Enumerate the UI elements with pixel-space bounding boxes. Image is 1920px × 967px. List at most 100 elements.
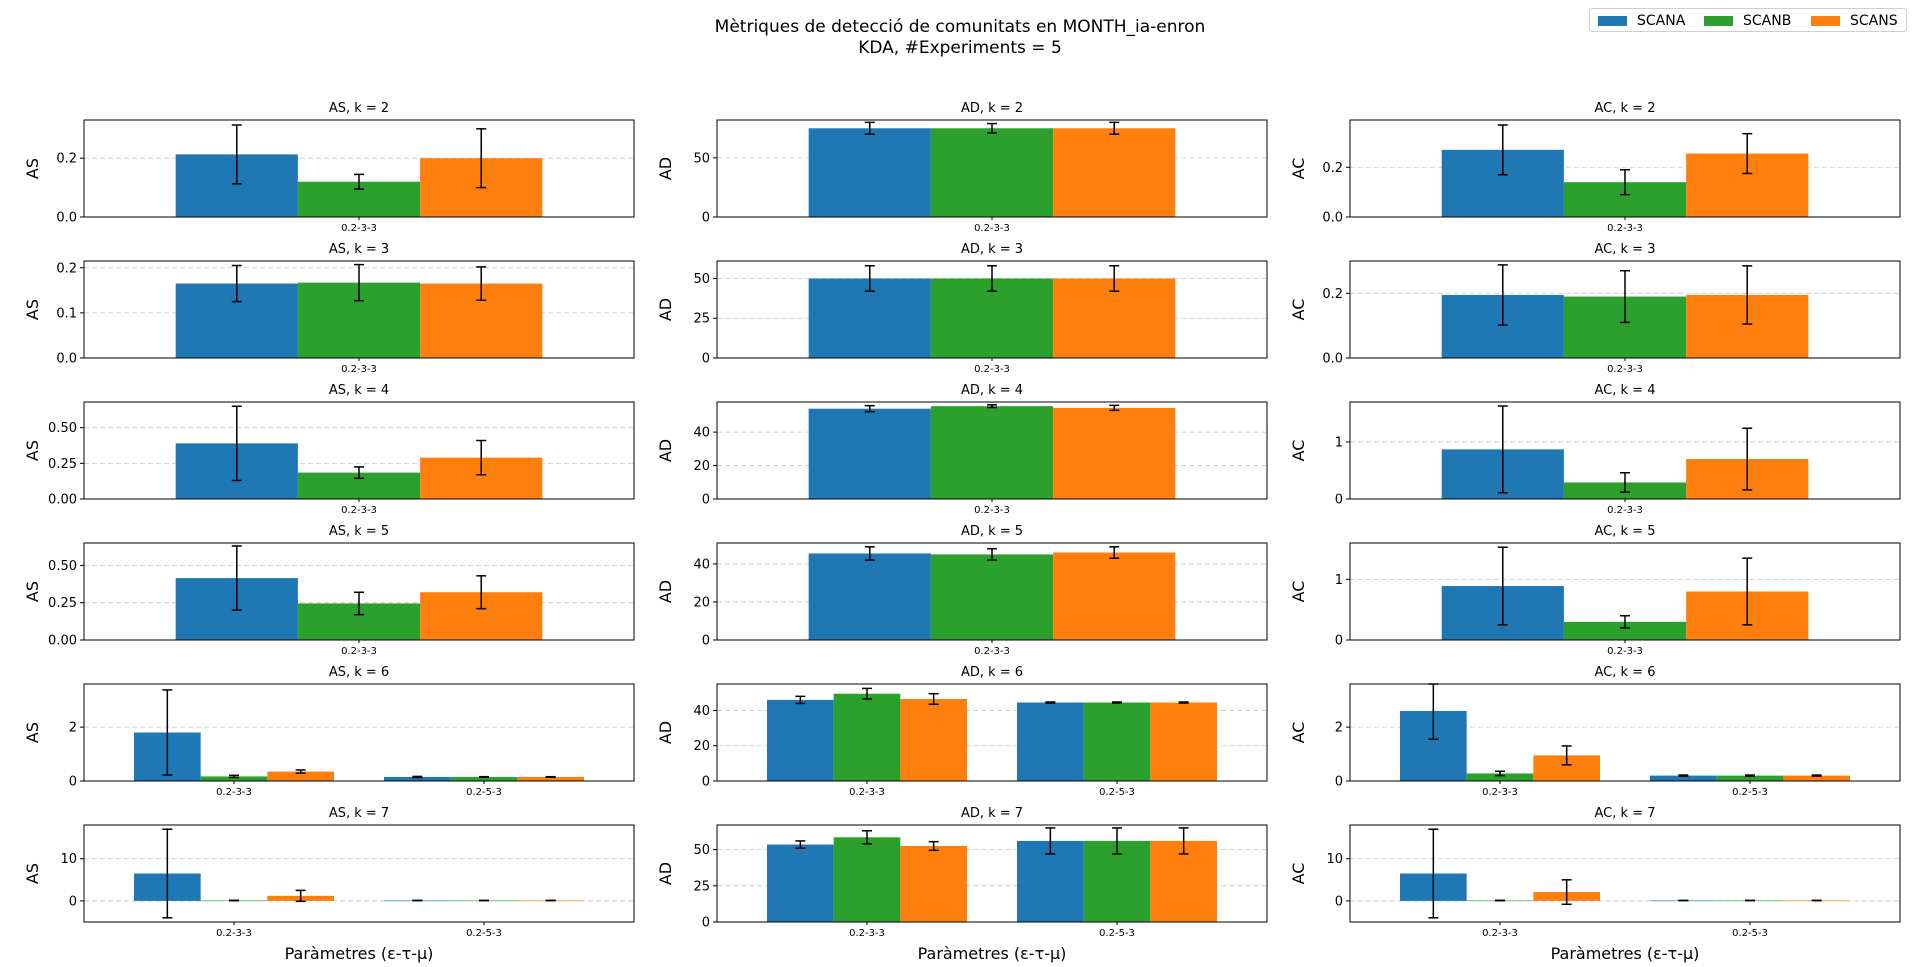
bar-scana [384,776,451,781]
plot-frame [1349,824,1901,923]
y-tick-label: 0.00 [48,634,77,649]
x-tick-label: 0.2-3-3 [1482,928,1518,939]
legend-label-scana: SCANA [1637,13,1686,29]
y-tick-label: 10 [60,852,77,867]
y-tick-label: 0 [1335,775,1343,790]
bar-scanb [930,128,1054,217]
y-axis-label: AD [656,439,675,462]
bar-scans [1053,552,1176,640]
x-axis-label: Paràmetres (ε-τ-μ) [918,944,1067,963]
y-tick-label: 0.00 [48,493,77,508]
plot-frame [716,683,1268,782]
bar-scanb [1083,702,1151,781]
plot-frame [83,119,635,218]
x-tick-label: 0.2-3-3 [216,787,252,798]
bar-scanb [1716,775,1784,781]
y-axis-label: AS [23,722,42,743]
y-axis-label: AS [23,158,42,179]
figure-subtitle: KDA, #Experiments = 5 [858,38,1062,58]
y-tick-label: 20 [693,459,710,474]
x-tick-label: 0.2-3-3 [1482,787,1518,798]
subplot-title: AC, k = 2 [1595,101,1656,116]
y-tick-label: 0.25 [48,596,77,611]
y-tick-label: 0.0 [1322,211,1343,226]
subplot-title: AD, k = 2 [961,101,1023,116]
bar-scanb [833,837,901,922]
y-tick-label: 0 [702,916,710,931]
plot-frame [716,824,1268,923]
y-tick-label: 25 [693,312,710,327]
bar-scana [1650,775,1717,781]
subplot-title: AS, k = 4 [329,383,389,398]
y-axis-label: AC [1289,722,1308,744]
bar-scans [900,845,967,922]
legend-item-scana: SCANA [1598,12,1685,30]
y-tick-label: 0 [69,894,77,909]
plot-frame [83,683,635,782]
x-tick-label: 0.2-3-3 [1607,505,1643,516]
y-tick-label: 0 [1335,634,1343,649]
bar-scanb [1563,621,1687,640]
y-tick-label: 0 [702,352,710,367]
x-tick-label: 0.2-3-3 [849,928,885,939]
y-axis-label: AD [656,580,675,603]
plot-frame [1349,260,1901,359]
y-axis-label: AD [656,862,675,885]
plot-frame [1349,401,1901,500]
y-tick-label: 25 [693,879,710,894]
y-tick-label: 0 [69,775,77,790]
y-axis-label: AD [656,298,675,321]
legend: SCANA SCANB SCANS [1589,8,1907,32]
y-tick-label: 10 [1326,852,1343,867]
plot-frame [716,119,1268,218]
subplot-title: AD, k = 4 [961,383,1023,398]
y-tick-label: 2 [1335,721,1343,736]
x-tick-label: 0.2-5-3 [1099,787,1135,798]
subplot-title: AD, k = 6 [961,665,1023,680]
bar-scanb [930,554,1054,640]
plot-frame [83,260,635,359]
x-tick-label: 0.2-3-3 [1607,646,1643,657]
y-tick-label: 0.50 [48,559,77,574]
y-tick-label: 40 [693,704,710,719]
x-tick-label: 0.2-3-3 [1607,364,1643,375]
y-tick-label: 0.1 [56,306,77,321]
y-tick-label: 20 [693,739,710,754]
y-axis-label: AC [1289,440,1308,462]
y-tick-label: 0 [1335,894,1343,909]
legend-item-scanb: SCANB [1704,12,1791,30]
y-tick-label: 0.2 [56,152,77,167]
y-tick-label: 1 [1335,435,1343,450]
plot-frame [716,401,1268,500]
x-tick-label: 0.2-3-3 [974,364,1010,375]
y-tick-label: 0.2 [56,261,77,276]
x-tick-label: 0.2-3-3 [341,646,377,657]
plot-frame [1349,119,1901,218]
subplot-title: AC, k = 5 [1595,524,1656,539]
legend-swatch-scanb [1704,16,1733,26]
y-tick-label: 0.25 [48,457,77,472]
y-tick-label: 50 [693,272,710,287]
y-tick-label: 2 [69,721,77,736]
x-tick-label: 0.2-3-3 [974,505,1010,516]
subplot-title: AC, k = 4 [1595,383,1656,398]
y-tick-label: 0.2 [1322,287,1343,302]
subplot-title: AD, k = 5 [961,524,1023,539]
x-tick-label: 0.2-3-3 [341,364,377,375]
x-tick-label: 0.2-3-3 [341,505,377,516]
x-tick-label: 0.2-3-3 [974,646,1010,657]
y-tick-label: 50 [693,843,710,858]
legend-label-scans: SCANS [1850,13,1898,29]
bar-scans [1053,407,1176,499]
x-tick-label: 0.2-5-3 [1732,787,1768,798]
y-axis-label: AC [1289,299,1308,321]
subplot-title: AS, k = 2 [329,101,389,116]
y-axis-label: AS [23,581,42,602]
bar-scans [267,771,334,781]
subplot-title: AD, k = 3 [961,242,1023,257]
y-axis-label: AC [1289,581,1308,603]
bar-scans [900,698,967,781]
bar-scanb [200,776,268,781]
plot-frame [1349,683,1901,782]
